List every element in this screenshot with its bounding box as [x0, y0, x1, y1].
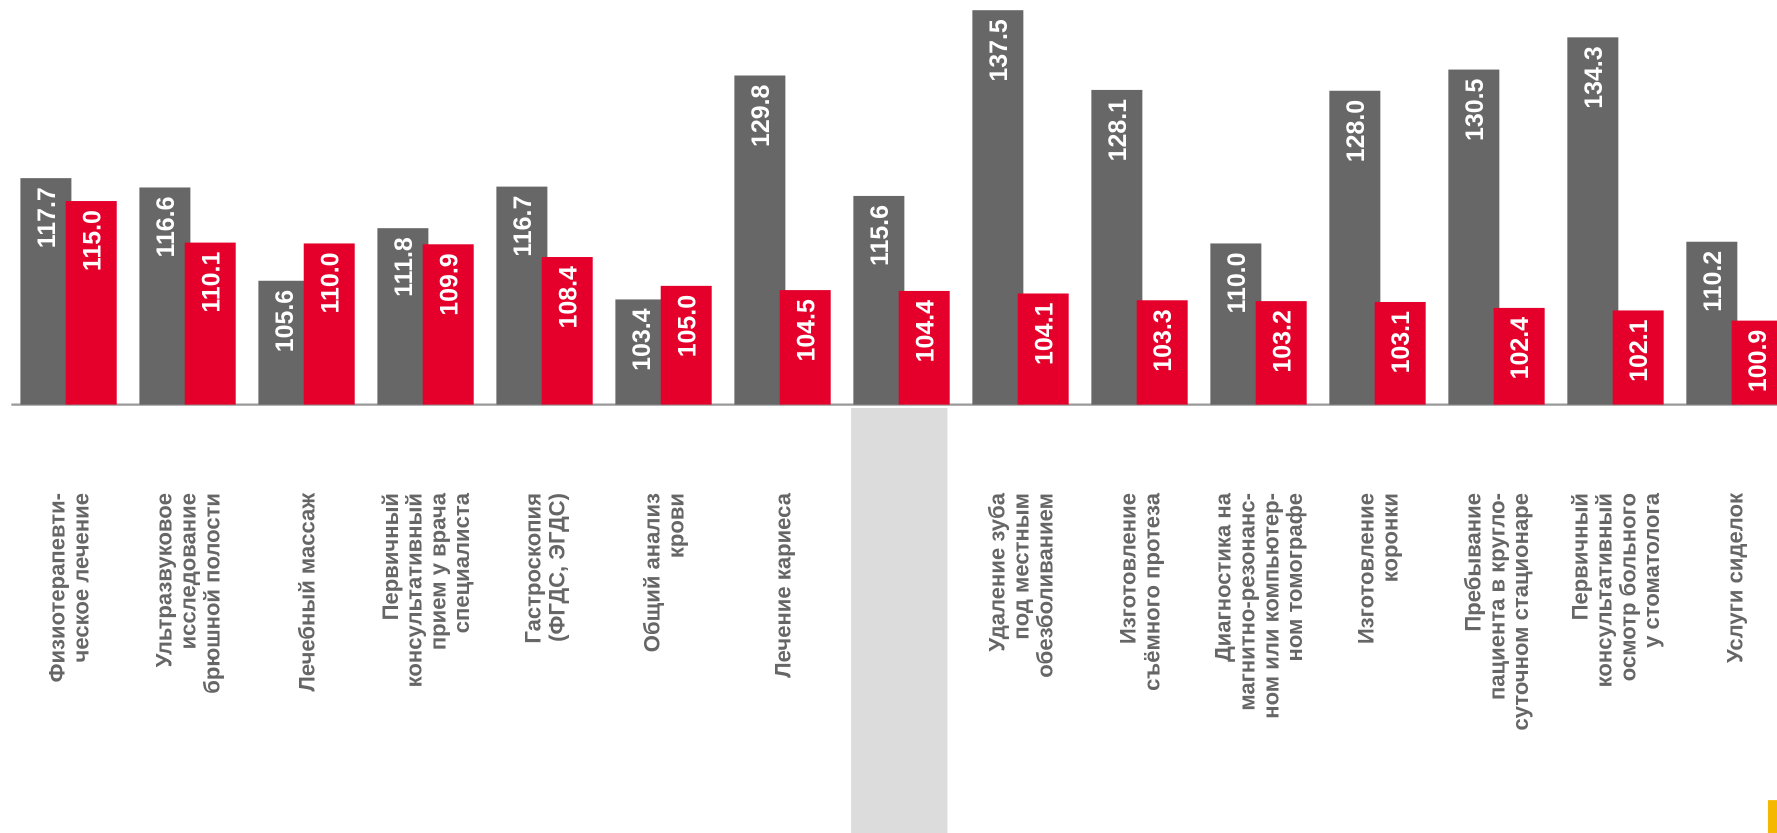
- bar: [303, 243, 355, 405]
- x-tick-label: Ультразвуковоеисследованиебрюшной полост…: [152, 493, 225, 694]
- bar: [422, 244, 474, 405]
- value-label: 102.1: [1625, 319, 1653, 382]
- x-tick-label: Удаление зубапод местнымобезболиванием: [985, 492, 1058, 678]
- bar: [734, 75, 786, 405]
- value-label: 103.1: [1387, 311, 1415, 374]
- x-tick-label: Диагностика намагнитно-резонанс-ном или …: [1211, 492, 1307, 718]
- background-layer: [851, 408, 948, 833]
- value-label: 110.0: [316, 253, 344, 314]
- bar: [258, 280, 310, 405]
- value-label: 110.2: [1699, 251, 1727, 312]
- value-label: 108.4: [554, 266, 582, 329]
- value-label: 109.9: [435, 253, 463, 315]
- bar: [660, 285, 712, 405]
- bar: [1329, 90, 1381, 405]
- bar: [972, 10, 1024, 405]
- value-label: 103.2: [1268, 310, 1296, 372]
- value-label: 100.9: [1744, 330, 1772, 392]
- value-label: 111.8: [390, 237, 418, 297]
- bar: [1017, 293, 1069, 405]
- value-label: 129.8: [747, 84, 775, 147]
- value-label: 105.0: [673, 295, 701, 357]
- bar: [1567, 37, 1619, 405]
- value-label: 104.1: [1030, 302, 1058, 365]
- bar: [1493, 307, 1545, 405]
- highlight-column: [851, 408, 948, 833]
- bar: [1136, 300, 1188, 405]
- value-label: 110.0: [1223, 253, 1251, 314]
- x-tick-label: Пребываниепациента в кругло-суточном ста…: [1461, 493, 1534, 730]
- value-label: 102.4: [1506, 317, 1534, 380]
- bar: [615, 299, 667, 405]
- value-label: 110.1: [197, 252, 225, 313]
- value-label: 115.6: [866, 205, 894, 266]
- bar: [1612, 310, 1664, 405]
- bar: [541, 257, 593, 405]
- x-tick-label: Общий анализкрови: [640, 493, 689, 652]
- x-tick-label: Первичныйконсультативныйосмотр больногоу…: [1568, 492, 1664, 687]
- x-tick-label: Гастроскопия(ФГДС, ЭГДС): [521, 493, 570, 644]
- x-tick-label: Первичныйконсультативныйприем у врачаспе…: [378, 492, 474, 687]
- value-label: 116.7: [509, 196, 537, 257]
- bar: [853, 195, 905, 405]
- value-label: 105.6: [271, 290, 299, 352]
- bar: [1255, 301, 1307, 405]
- value-label: 116.6: [152, 197, 180, 258]
- bar: [1374, 301, 1426, 405]
- bar: [139, 187, 191, 405]
- value-label: 103.4: [628, 308, 656, 371]
- bar: [496, 186, 548, 405]
- bar: [20, 178, 72, 405]
- bar: [1448, 69, 1500, 405]
- value-label: 130.5: [1461, 79, 1489, 142]
- bar: [779, 290, 831, 405]
- value-label: 115.0: [78, 210, 106, 271]
- value-label: 137.5: [985, 19, 1013, 82]
- bar: [1731, 320, 1777, 405]
- bar: [377, 228, 429, 405]
- bar: [1091, 89, 1143, 405]
- bar: [1686, 241, 1738, 405]
- value-label: 103.3: [1149, 309, 1177, 371]
- value-label: 134.3: [1580, 46, 1608, 108]
- bar: [184, 242, 236, 405]
- bar: [898, 290, 950, 405]
- x-tick-label: Изготовлениекоронки: [1354, 493, 1403, 644]
- value-label: 128.1: [1104, 99, 1132, 162]
- value-label: 128.0: [1342, 100, 1370, 162]
- bar: [1210, 243, 1262, 405]
- x-tick-label: Изготовлениесъёмного протеза: [1116, 492, 1165, 691]
- bar: [65, 201, 117, 405]
- x-tick-label: Услуги сиделок: [1722, 492, 1747, 663]
- corner-badge: [1767, 800, 1777, 833]
- x-tick-label: Физиотерапевти-ческое лечение: [45, 493, 94, 682]
- x-tick-label: Лечение кариеса: [770, 492, 795, 678]
- value-label: 117.7: [33, 187, 61, 248]
- x-tick-label: Лечебный массаж: [294, 493, 319, 692]
- value-label: 104.5: [792, 299, 820, 362]
- value-label: 104.4: [911, 300, 939, 363]
